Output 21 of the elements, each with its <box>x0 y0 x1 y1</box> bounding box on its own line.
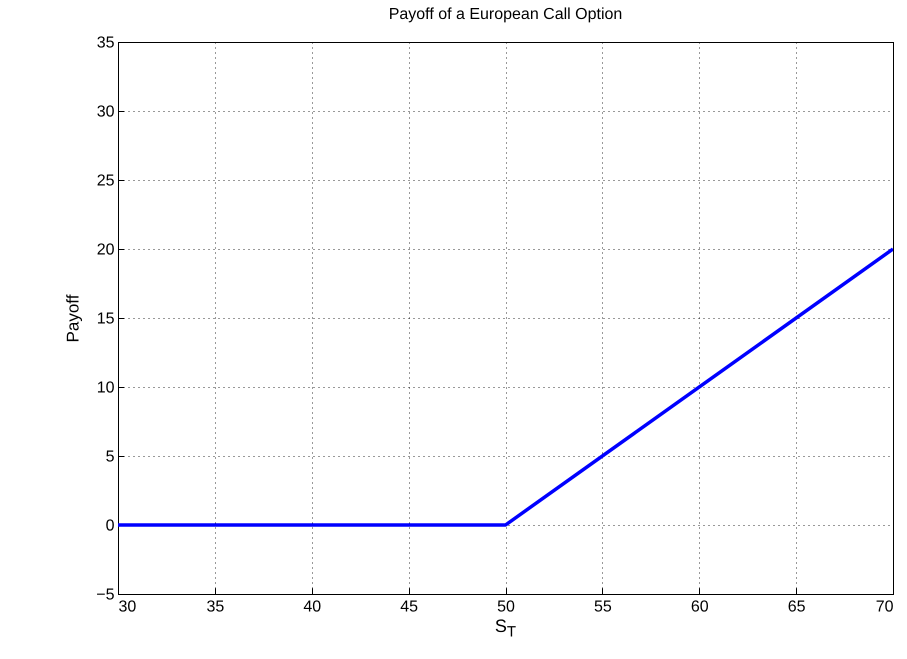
x-tick-label: 35 <box>206 598 224 616</box>
x-tick-label: 50 <box>497 598 515 616</box>
y-tick-label: 10 <box>96 380 115 396</box>
x-tick-label: 30 <box>118 598 136 616</box>
x-axis-title: S$_{T}$ <box>494 616 518 641</box>
y-axis-title: Payoff <box>63 294 82 342</box>
y-tick-label: 0 <box>106 518 115 534</box>
x-tick-label: 55 <box>594 598 612 616</box>
x-tick-label: 70 <box>876 598 894 616</box>
y-tick-label: 25 <box>96 172 115 190</box>
y-tick-label: 5 <box>106 448 115 466</box>
y-tick-label: −5 <box>96 586 115 604</box>
y-tick-label: 15 <box>96 310 115 328</box>
x-tick-label: 65 <box>788 598 806 616</box>
y-tick-label: 30 <box>96 104 115 120</box>
x-tick-label: 45 <box>400 598 418 616</box>
y-tick-label: 35 <box>96 34 115 52</box>
x-tick-label: 40 <box>303 598 322 616</box>
chart-title: Payoff of a European Call Option <box>388 6 622 23</box>
x-tick-label: 60 <box>690 598 709 616</box>
y-tick-label: 20 <box>96 242 115 258</box>
